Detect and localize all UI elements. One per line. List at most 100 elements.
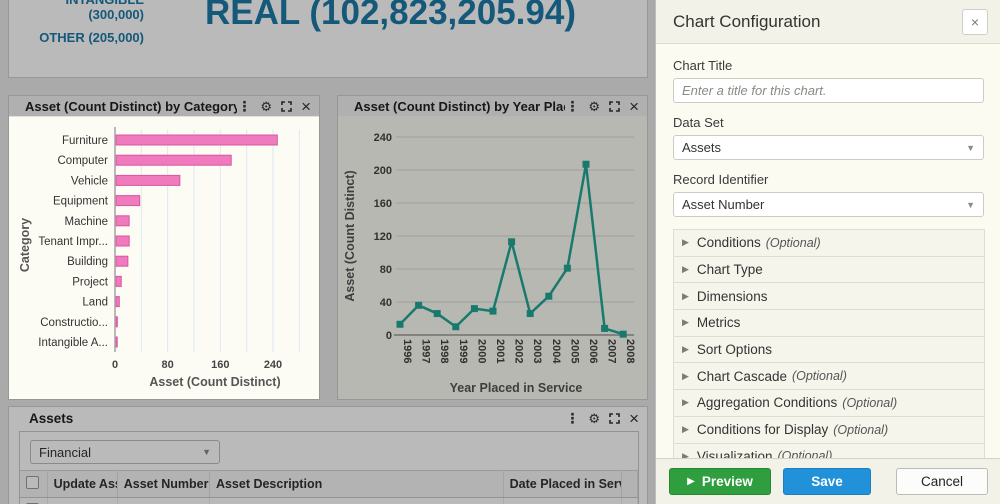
line-chart-widget: Asset (Count Distinct) by Year Placed in… — [337, 95, 648, 400]
assets-table-widget: Assets ⋮⚙× Financial ▼ Update AssetAsset… — [8, 406, 648, 504]
section-aggregation-conditions[interactable]: ▶ Aggregation Conditions (Optional) — [674, 390, 984, 417]
svg-text:1997: 1997 — [420, 339, 432, 363]
bar-equipment — [115, 195, 141, 207]
bar-computer — [115, 154, 232, 166]
chevron-down-icon: ▼ — [966, 142, 975, 153]
svg-text:Vehicle: Vehicle — [71, 175, 108, 187]
section-dimensions[interactable]: ▶ Dimensions — [674, 283, 984, 311]
bar-project — [115, 275, 122, 287]
data-set-label: Data Set — [673, 115, 724, 130]
point-1997 — [415, 301, 423, 309]
column-header-asset-description[interactable]: Asset Description — [209, 470, 504, 498]
optional-suffix: (Optional) — [842, 395, 898, 410]
point-2000 — [470, 305, 478, 313]
point-2007 — [601, 324, 609, 332]
column-header-clipped — [621, 470, 639, 498]
table-filter-select[interactable]: Financial ▼ — [30, 440, 220, 464]
assets-table-container: Financial ▼ Update AssetAsset NumberAsse… — [19, 431, 639, 504]
column-header-update-asset[interactable]: Update Asset — [47, 470, 118, 498]
line-chart-title: Asset (Count Distinct) by Year Placed in… — [354, 98, 565, 114]
section-metrics[interactable]: ▶ Metrics — [674, 310, 984, 337]
bar-chart-widget: Asset (Count Distinct) by Category ⋮ ⚙ × F… — [8, 95, 320, 400]
section-conditions[interactable]: ▶ Conditions (Optional) — [674, 230, 984, 257]
chevron-right-icon: ▶ — [682, 397, 689, 408]
chart-title-input[interactable] — [673, 78, 984, 103]
line-chart-body[interactable]: 0 40 80 120 160 200 240 1996 1997 1998 1999 2000 200… — [338, 116, 647, 399]
chart-configuration-panel: Chart Configuration × Chart Title Data S… — [655, 0, 1000, 504]
svg-text:1996: 1996 — [401, 339, 413, 363]
svg-text:80: 80 — [162, 359, 174, 371]
svg-text:240: 240 — [264, 359, 282, 371]
expand-icon[interactable] — [609, 412, 620, 424]
select-all-checkbox[interactable] — [26, 476, 39, 489]
record-identifier-select[interactable]: Asset Number ▼ — [673, 192, 984, 217]
point-1996 — [396, 320, 404, 328]
close-icon[interactable]: × — [629, 96, 639, 116]
section-sort-options[interactable]: ▶ Sort Options — [674, 336, 984, 364]
svg-text:40: 40 — [380, 297, 392, 309]
dashboard-area: INTANGIBLE (300,000) OTHER (205,000) REA… — [0, 0, 655, 504]
chevron-right-icon: ▶ — [682, 450, 689, 461]
section-label: Conditions — [696, 235, 761, 251]
bar-chart-title: Asset (Count Distinct) by Category — [25, 98, 238, 114]
svg-text:2006: 2006 — [587, 339, 599, 363]
summary-widget: INTANGIBLE (300,000) OTHER (205,000) REA… — [8, 0, 648, 78]
column-header-date-placed-in-service[interactable]: Date Placed in Service — [503, 470, 622, 498]
point-2001 — [489, 307, 497, 315]
bar-intangible-a--- — [115, 336, 118, 348]
svg-text:Category: Category — [18, 218, 32, 272]
kebab-menu-icon[interactable]: ⋮ — [565, 409, 580, 426]
svg-text:240: 240 — [374, 132, 392, 144]
bar-chart-widget-header: Asset (Count Distinct) by Category ⋮ ⚙ × — [9, 96, 319, 116]
kebab-menu-icon[interactable]: ⋮ — [565, 97, 580, 114]
assets-table-header: Assets ⋮ ⚙ × — [9, 407, 647, 429]
section-chart-type[interactable]: ▶ Chart Type — [674, 256, 984, 284]
svg-text:2004: 2004 — [550, 339, 562, 364]
assets-table-title: Assets — [29, 410, 74, 426]
point-2002 — [508, 238, 516, 246]
gear-icon[interactable]: ⚙ — [260, 98, 273, 114]
svg-text:Constructio...: Constructio... — [40, 317, 108, 329]
section-conditions-for-display[interactable]: ▶ Conditions for Display (Optional) — [674, 416, 984, 444]
save-button[interactable]: Save — [783, 468, 871, 495]
svg-text:1998: 1998 — [438, 339, 450, 363]
point-2005 — [563, 264, 571, 272]
svg-text:2002: 2002 — [513, 339, 525, 363]
close-icon[interactable]: × — [301, 96, 311, 116]
bar-chart-svg: Furniture Computer Vehicle Equipment Machine… — [18, 127, 300, 389]
gear-icon[interactable]: ⚙ — [588, 410, 601, 426]
svg-text:2005: 2005 — [568, 339, 580, 363]
data-set-select[interactable]: Assets ▼ — [673, 135, 984, 160]
svg-text:Asset (Count Distinct): Asset (Count Distinct) — [343, 170, 357, 301]
bar-chart-body[interactable]: Furniture Computer Vehicle Equipment Machine… — [9, 116, 319, 399]
panel-footer: ▶ Preview Save Cancel — [656, 458, 1000, 504]
expand-icon[interactable] — [609, 100, 620, 112]
svg-text:Machine: Machine — [65, 216, 108, 228]
svg-text:2000: 2000 — [475, 339, 487, 363]
svg-text:200: 200 — [374, 165, 392, 177]
bar-vehicle — [115, 174, 181, 186]
section-chart-cascade[interactable]: ▶ Chart Cascade (Optional) — [674, 363, 984, 391]
point-2008 — [619, 330, 627, 338]
widget-actions: ⋮ ⚙ × — [565, 408, 639, 428]
cancel-button[interactable]: Cancel — [896, 468, 988, 495]
close-icon[interactable]: × — [629, 408, 639, 428]
config-sections: ▶ Conditions (Optional) ▶ Chart Type ▶ Dimensi… — [673, 229, 985, 471]
column-header-asset-number[interactable]: Asset Number — [117, 470, 210, 498]
svg-text:0: 0 — [112, 359, 118, 371]
kebab-menu-icon[interactable]: ⋮ — [237, 97, 252, 114]
svg-text:1999: 1999 — [457, 339, 469, 363]
svg-text:160: 160 — [211, 359, 229, 371]
gear-icon[interactable]: ⚙ — [588, 98, 601, 114]
expand-icon[interactable] — [281, 100, 292, 112]
chart-title-label: Chart Title — [673, 58, 733, 73]
optional-suffix: (Optional) — [833, 422, 889, 437]
preview-button[interactable]: ▶ Preview — [669, 468, 771, 495]
bar-constructio--- — [115, 316, 118, 328]
table-filter-value: Financial — [39, 444, 92, 460]
close-icon[interactable]: × — [962, 8, 988, 35]
record-identifier-label: Record Identifier — [673, 172, 769, 187]
chevron-right-icon: ▶ — [682, 317, 689, 328]
section-label: Aggregation Conditions — [696, 395, 838, 411]
